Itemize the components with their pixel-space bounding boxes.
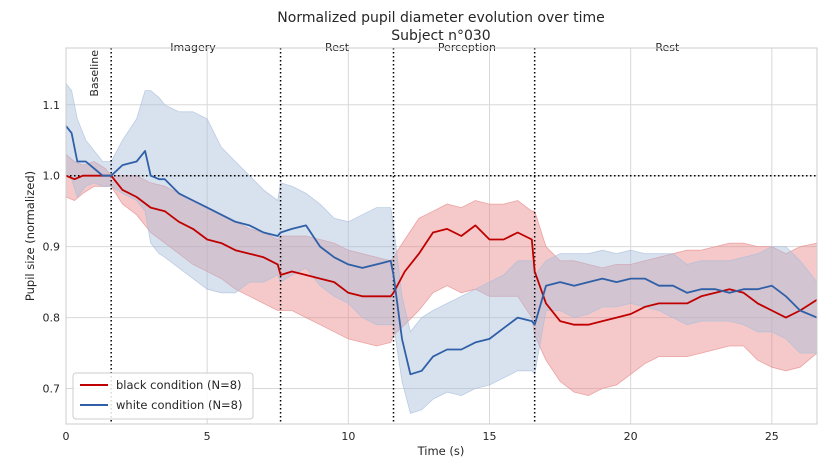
x-tick-label: 10	[341, 430, 355, 443]
series-line-white	[65, 125, 818, 376]
y-tick-label: 1.1	[43, 99, 61, 112]
y-axis-ticks: 0.7 0.8 0.9 1.0 1.1	[43, 99, 61, 396]
series-lines	[65, 125, 818, 376]
y-axis-label: Pupil size (normalized)	[23, 171, 37, 301]
x-tick-label: 25	[765, 430, 779, 443]
reference-lines	[66, 48, 817, 424]
legend-label-white: white condition (N=8)	[116, 398, 242, 412]
plot-frame	[65, 47, 818, 425]
y-tick-label: 0.8	[43, 312, 61, 325]
legend: black condition (N=8) white condition (N…	[72, 372, 254, 420]
x-tick-label: 15	[482, 430, 496, 443]
legend-box	[72, 372, 254, 420]
y-tick-label: 0.9	[43, 241, 61, 254]
y-tick-label: 0.7	[43, 383, 61, 396]
phase-label: Baseline	[88, 50, 101, 97]
chart-subtitle: Subject n°030	[391, 28, 490, 44]
series-line-black	[65, 174, 818, 326]
legend-label-black: black condition (N=8)	[116, 378, 242, 392]
x-tick-label: 0	[63, 430, 70, 443]
plot-area	[66, 48, 817, 424]
x-axis-label: Time (s)	[417, 444, 465, 458]
y-tick-label: 1.0	[43, 170, 61, 183]
x-tick-label: 20	[624, 430, 638, 443]
chart-title: Normalized pupil diameter evolution over…	[277, 10, 604, 26]
x-tick-label: 5	[204, 430, 211, 443]
x-axis-ticks: 0 5 10 15 20 25	[63, 430, 779, 443]
